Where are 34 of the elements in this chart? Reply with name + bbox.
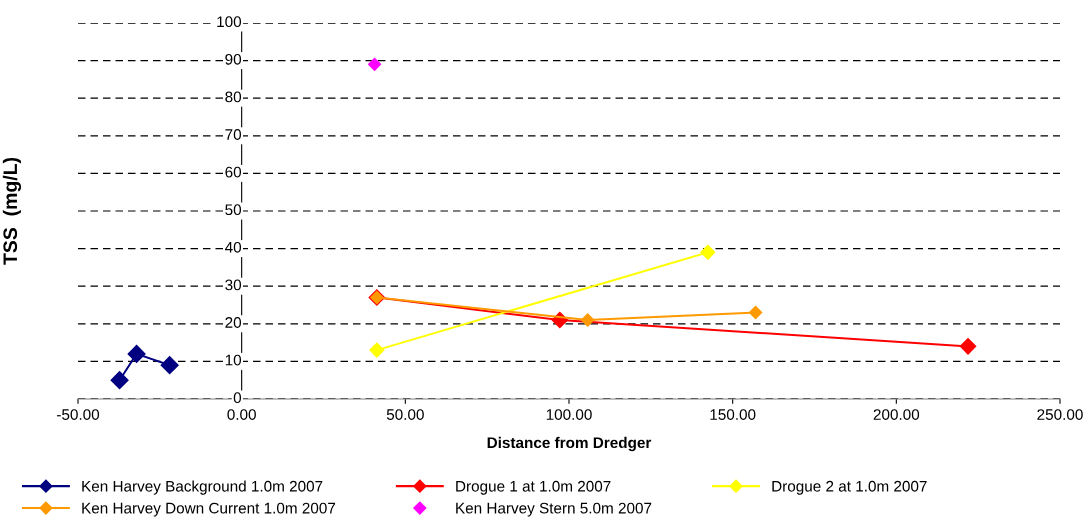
y-tick-label: 50 [225,204,242,216]
point [700,244,716,260]
y-tick-label: 90 [225,53,242,65]
point [748,305,763,320]
x-tick-label: 100.00 [546,409,592,420]
x-tick-label: 150.00 [710,409,756,420]
y-tick-label: 40 [225,241,242,253]
y-tick-label: 0 [233,392,242,404]
legend-label: Ken Harvey Down Current 1.0m 2007 [82,502,336,517]
x-tick-label: 50.00 [386,409,424,420]
point [580,313,595,327]
y-tick-label: 60 [225,166,242,178]
x-tick-label: 200.00 [873,409,920,420]
y-tick-label: 70 [225,129,242,140]
x-tick-label: -50.00 [57,409,100,420]
point [160,356,179,375]
y-tick-label: 80 [225,91,242,103]
point [127,344,146,363]
point [369,342,385,358]
x-tick-label: 0.00 [227,409,256,420]
point [110,371,129,390]
y-tick-label: 10 [225,354,242,366]
y-tick-label: 100 [217,16,242,28]
x-tick-label: 250.00 [1037,409,1083,420]
y-tick-label: 30 [225,279,242,291]
y-tick-label: 20 [225,317,242,328]
point [959,338,977,355]
legend-label: Drogue 2 at 1.0m 2007 [772,480,927,495]
x-axis-title: Distance from Dredger [487,436,652,452]
y-axis-title: TSS (mg/L) [2,157,22,265]
legend-label: Drogue 1 at 1.0m 2007 [456,480,611,495]
point [367,57,382,71]
legend-label: Ken Harvey Background 1.0m 2007 [82,480,323,495]
legend-label: Ken Harvey Stern 5.0m 2007 [456,502,652,517]
